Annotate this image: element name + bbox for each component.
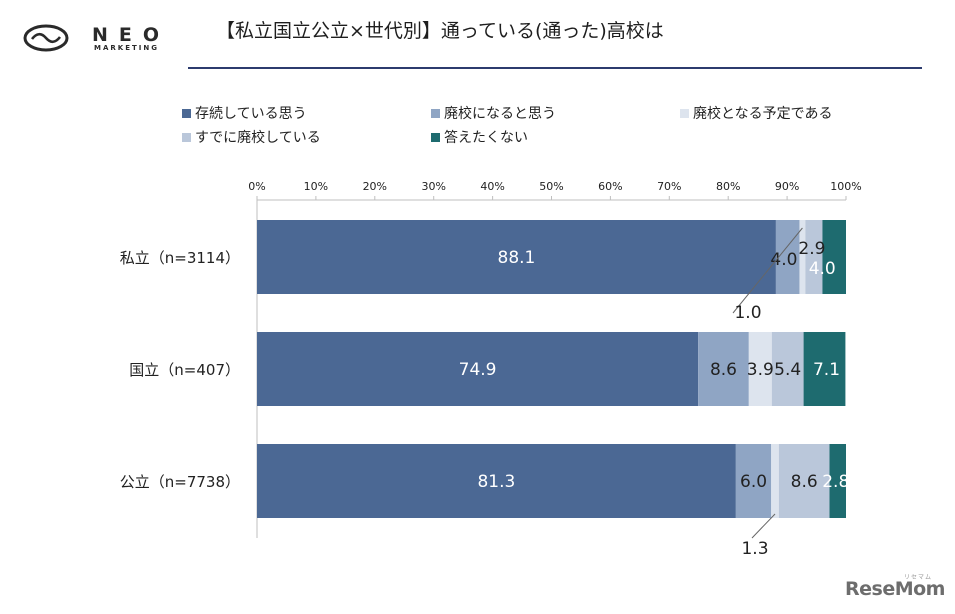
legend-label: 廃校となる予定である — [693, 106, 833, 122]
x-tick-label: 10% — [304, 180, 328, 193]
legend-label: 答えたくない — [444, 130, 528, 146]
legend-label: すでに廃校している — [195, 130, 321, 146]
neo-logo-icon — [23, 24, 69, 52]
bar-segment — [257, 332, 699, 406]
data-label: 5.4 — [774, 360, 801, 380]
legend-swatch-no-answer — [431, 132, 440, 142]
data-label: 7.1 — [813, 360, 840, 380]
legend-swatch-exist — [182, 108, 191, 118]
bar-segment — [257, 220, 776, 294]
leader-line — [732, 227, 803, 314]
legend-item-closed: すでに廃校している — [182, 127, 321, 147]
data-label: 2.8 — [822, 472, 849, 492]
x-tick-label: 90% — [775, 180, 799, 193]
category-label: 公立（n=7738） — [120, 473, 240, 491]
legend-item-will-close: 廃校になると思う — [431, 103, 556, 123]
data-label: 81.3 — [477, 472, 515, 492]
brand-name: NEO — [92, 24, 171, 46]
leader-line — [751, 513, 776, 539]
legend-label: 存続している思う — [195, 106, 307, 122]
x-tick-label: 50% — [539, 180, 563, 193]
bar-segment — [771, 332, 804, 406]
x-tick-label: 100% — [830, 180, 861, 193]
category-label: 国立（n=407） — [129, 361, 240, 379]
x-tick-label: 0% — [248, 180, 265, 193]
x-tick-label: 80% — [716, 180, 740, 193]
bar-segment — [805, 220, 823, 294]
bar-segment — [803, 332, 846, 406]
resemom-watermark: ReseMom — [845, 578, 945, 600]
bar-segment — [771, 444, 779, 518]
legend-item-scheduled: 廃校となる予定である — [680, 103, 832, 123]
title-divider — [188, 67, 922, 69]
legend-item-exist: 存続している思う — [182, 103, 307, 123]
data-label: 1.0 — [734, 303, 761, 323]
data-label: 2.9 — [798, 239, 825, 259]
bar-segment — [748, 332, 772, 406]
bar-segment — [829, 444, 846, 518]
legend-swatch-closed — [182, 132, 191, 142]
data-label: 8.6 — [791, 472, 818, 492]
legend-item-no-answer: 答えたくない — [431, 127, 528, 147]
data-label: 4.0 — [809, 259, 836, 279]
bar-segment — [257, 444, 736, 518]
legend-swatch-scheduled — [680, 108, 689, 118]
bar-segment — [735, 444, 772, 518]
x-tick-label: 20% — [363, 180, 387, 193]
page-title: 【私立国立公立×世代別】通っている(通った)高校は — [216, 20, 664, 42]
bar-segment — [822, 220, 846, 294]
data-label: 3.9 — [747, 360, 774, 380]
data-label: 6.0 — [740, 472, 767, 492]
x-tick-label: 60% — [598, 180, 622, 193]
data-label: 74.9 — [459, 360, 497, 380]
x-tick-label: 40% — [480, 180, 504, 193]
bar-segment — [778, 444, 830, 518]
bar-segment — [698, 332, 749, 406]
resemom-watermark-sub: リセマム — [904, 574, 933, 581]
brand-sub: MARKETING — [94, 44, 159, 52]
category-label: 私立（n=3114） — [120, 249, 240, 267]
data-label: 4.0 — [770, 250, 797, 270]
x-tick-label: 30% — [421, 180, 445, 193]
x-tick-label: 70% — [657, 180, 681, 193]
legend-swatch-will-close — [431, 108, 440, 118]
bar-segment — [799, 220, 806, 294]
data-label: 1.3 — [741, 539, 768, 559]
data-label: 88.1 — [498, 248, 536, 268]
legend-label: 廃校になると思う — [444, 106, 556, 122]
chart-legend: 存続している思う 廃校になると思う 廃校となる予定である すでに廃校している 答… — [0, 0, 955, 160]
data-label: 8.6 — [710, 360, 737, 380]
